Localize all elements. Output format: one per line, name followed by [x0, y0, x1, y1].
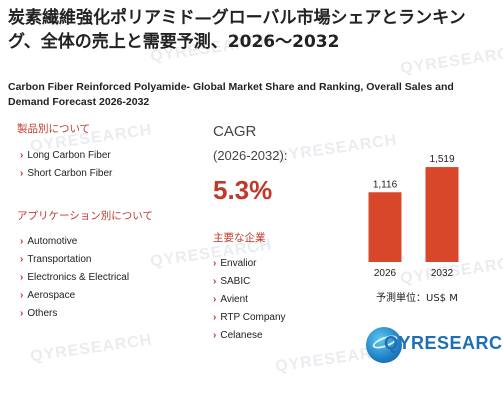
page-subtitle: Carbon Fiber Reinforced Polyamide- Globa… — [8, 81, 454, 108]
product-list: › Long Carbon Fiber › Short Carbon Fiber — [20, 147, 112, 183]
list-item: › Short Carbon Fiber — [20, 168, 113, 179]
chevron-right-icon: › — [20, 290, 24, 301]
x-tick-label: 2032 — [431, 268, 454, 279]
list-item: › Envalior — [213, 258, 257, 269]
list-item: › Aerospace — [20, 290, 76, 301]
watermark: QYRESEARCH — [29, 331, 154, 366]
chevron-right-icon: › — [213, 276, 217, 287]
cagr-value: 5.3% — [213, 175, 273, 205]
chevron-right-icon: › — [20, 272, 24, 283]
data-label: 1,519 — [429, 154, 454, 165]
list-item: › Avient — [213, 294, 248, 305]
chevron-right-icon: › — [20, 168, 24, 179]
unit-label: 予測単位：US$ M — [376, 293, 458, 304]
chevron-right-icon: › — [20, 150, 24, 161]
page-title: 炭素繊維強化ポリアミド—グローバル市場シェアとランキング、全体の売上と需要予測、… — [8, 8, 466, 52]
list-item: › Electronics & Electrical — [20, 272, 130, 283]
chevron-right-icon: › — [213, 312, 217, 323]
application-list: › Automotive › Transportation › Electronics… — [20, 233, 129, 323]
logo-text: QYRESEARCH — [384, 333, 503, 353]
list-item: › Long Carbon Fiber — [20, 150, 111, 161]
bar-2032 — [425, 167, 459, 262]
companies-list: › Envalior › SABIC › Avient › RTP Company › C… — [213, 255, 286, 345]
chevron-right-icon: › — [213, 258, 217, 269]
qyresearch-logo: QYRESEARCH — [366, 325, 503, 367]
list-item: › SABIC — [213, 276, 251, 287]
cagr-label: CAGR — [213, 123, 257, 140]
list-item: › Transportation — [20, 254, 92, 265]
chevron-right-icon: › — [20, 308, 24, 319]
bar-chart: 1,116 2026 1,519 2032 — [368, 154, 459, 279]
companies-section-heading: 主要な企業 — [213, 232, 266, 244]
list-item: › Automotive — [20, 236, 78, 247]
list-item: › RTP Company — [213, 312, 286, 323]
chevron-right-icon: › — [20, 236, 24, 247]
x-tick-label: 2026 — [374, 268, 397, 279]
list-item: › Others — [20, 308, 58, 319]
chevron-right-icon: › — [213, 294, 217, 305]
chevron-right-icon: › — [213, 330, 217, 341]
application-section-heading: アプリケーション別について — [17, 210, 153, 222]
data-label: 1,116 — [373, 179, 398, 190]
product-section-heading: 製品別について — [17, 123, 91, 135]
globe-icon — [366, 327, 402, 363]
cagr-range: (2026-2032): — [213, 148, 288, 163]
list-item: › Celanese — [213, 330, 263, 341]
bar-2026 — [368, 192, 402, 262]
chevron-right-icon: › — [20, 254, 24, 265]
